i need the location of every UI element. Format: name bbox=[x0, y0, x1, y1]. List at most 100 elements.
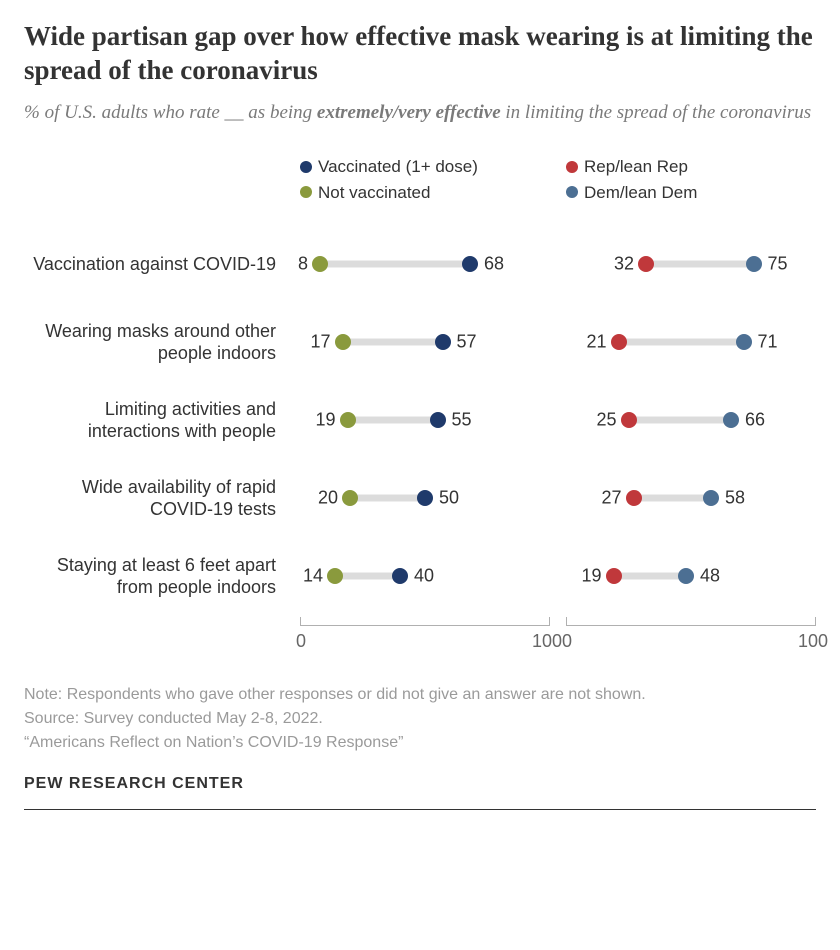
dot-track bbox=[619, 339, 744, 346]
note-line: Note: Respondents who gave other respons… bbox=[24, 683, 816, 707]
data-dot-high bbox=[430, 412, 446, 428]
value-label-low: 19 bbox=[315, 410, 335, 431]
dot-cell: 1757 bbox=[300, 303, 550, 381]
value-label-high: 48 bbox=[700, 566, 720, 587]
dot-track bbox=[343, 339, 443, 346]
legend-label: Rep/lean Rep bbox=[584, 154, 688, 180]
value-label-high: 50 bbox=[439, 488, 459, 509]
axis-tick bbox=[300, 617, 301, 625]
dot-cell: 21 71 bbox=[566, 303, 816, 381]
legend-label: Dem/lean Dem bbox=[584, 180, 697, 206]
legend-left: Vaccinated (1+ dose) Not vaccinated bbox=[300, 154, 550, 205]
value-label-high: 68 bbox=[484, 254, 504, 275]
data-dot-low bbox=[327, 568, 343, 584]
legend-row: Vaccinated (1+ dose) Not vaccinated Rep/… bbox=[24, 154, 816, 205]
dot-cell: 1948 bbox=[566, 537, 816, 615]
dot-track bbox=[348, 417, 438, 424]
data-dot-low bbox=[611, 334, 627, 350]
dot-cell: 2758 bbox=[566, 459, 816, 537]
brand-footer: PEW RESEARCH CENTER bbox=[24, 775, 816, 793]
axis-label-max: 100 bbox=[798, 631, 828, 652]
legend-right: Rep/lean Rep Dem/lean Dem bbox=[566, 154, 816, 205]
row-label: Staying at least 6 feet apart from peopl… bbox=[24, 537, 284, 615]
axis-line bbox=[300, 625, 550, 626]
value-label-low: 25 bbox=[596, 410, 616, 431]
value-label-low: 8 bbox=[298, 254, 308, 275]
legend-item-dem: Dem/lean Dem bbox=[566, 180, 816, 206]
value-label-high: 40 bbox=[414, 566, 434, 587]
value-label-low: 27 bbox=[601, 488, 621, 509]
subtitle-post: in limiting the spread of the coronaviru… bbox=[501, 102, 812, 123]
data-dot-low bbox=[606, 568, 622, 584]
dot-cell: 1955 bbox=[300, 381, 550, 459]
axis-right: 0 100 bbox=[566, 617, 816, 663]
dot-track bbox=[629, 417, 732, 424]
legend-label: Vaccinated (1+ dose) bbox=[318, 154, 478, 180]
legend-dot-dem bbox=[566, 186, 578, 198]
data-dot-high bbox=[417, 490, 433, 506]
axis-label-min: 0 bbox=[562, 631, 572, 652]
note-line: Source: Survey conducted May 2-8, 2022. bbox=[24, 707, 816, 731]
legend-dot-not-vaccinated bbox=[300, 186, 312, 198]
chart-note: Note: Respondents who gave other respons… bbox=[24, 683, 816, 755]
value-label-low: 14 bbox=[303, 566, 323, 587]
value-label-high: 75 bbox=[768, 254, 788, 275]
value-label-low: 20 bbox=[318, 488, 338, 509]
axis-tick bbox=[815, 617, 816, 625]
row-label: Vaccination against COVID-19 bbox=[24, 225, 284, 303]
data-dot-high bbox=[703, 490, 719, 506]
chart-subtitle: % of U.S. adults who rate __ as being ex… bbox=[24, 100, 816, 127]
data-dot-low bbox=[342, 490, 358, 506]
chart-title: Wide partisan gap over how effective mas… bbox=[24, 20, 816, 88]
data-dot-high bbox=[736, 334, 752, 350]
legend-label: Not vaccinated bbox=[318, 180, 430, 206]
axis-label-max: 100 bbox=[532, 631, 562, 652]
data-dot-low bbox=[335, 334, 351, 350]
dot-track bbox=[335, 573, 400, 580]
data-dot-high bbox=[435, 334, 451, 350]
value-label-high: 66 bbox=[745, 410, 765, 431]
dot-cell: 2050 bbox=[300, 459, 550, 537]
legend-item-rep: Rep/lean Rep bbox=[566, 154, 816, 180]
axis-label-min: 0 bbox=[296, 631, 306, 652]
dot-cell: 32 75 bbox=[566, 225, 816, 303]
dot-track bbox=[646, 261, 754, 268]
axis-tick bbox=[566, 617, 567, 625]
legend-item-not-vaccinated: Not vaccinated bbox=[300, 180, 550, 206]
value-label-low: 17 bbox=[310, 332, 330, 353]
value-label-high: 55 bbox=[452, 410, 472, 431]
dot-cell: 14 40 bbox=[300, 537, 550, 615]
subtitle-pre: % of U.S. adults who rate __ as being bbox=[24, 102, 317, 123]
value-label-low: 32 bbox=[614, 254, 634, 275]
dot-track bbox=[634, 495, 712, 502]
axis-tick bbox=[549, 617, 550, 625]
legend-dot-rep bbox=[566, 161, 578, 173]
dot-track bbox=[320, 261, 470, 268]
axis-left: 0 100 bbox=[300, 617, 550, 663]
data-dot-low bbox=[626, 490, 642, 506]
subtitle-bold: extremely/very effective bbox=[317, 102, 501, 123]
data-dot-low bbox=[638, 256, 654, 272]
value-label-high: 71 bbox=[758, 332, 778, 353]
legend-dot-vaccinated bbox=[300, 161, 312, 173]
note-line: “Americans Reflect on Nation’s COVID-19 … bbox=[24, 731, 816, 755]
value-label-high: 57 bbox=[457, 332, 477, 353]
data-dot-high bbox=[746, 256, 762, 272]
legend-item-vaccinated: Vaccinated (1+ dose) bbox=[300, 154, 550, 180]
data-dot-high bbox=[392, 568, 408, 584]
axis-row: 0 100 0 100 bbox=[24, 617, 816, 663]
data-dot-high bbox=[678, 568, 694, 584]
data-dot-low bbox=[340, 412, 356, 428]
value-label-low: 19 bbox=[581, 566, 601, 587]
data-dot-high bbox=[462, 256, 478, 272]
data-dot-high bbox=[723, 412, 739, 428]
row-label: Limiting activities and interactions wit… bbox=[24, 381, 284, 459]
dot-track bbox=[614, 573, 687, 580]
bottom-rule bbox=[24, 809, 816, 810]
row-label: Wearing masks around other people indoor… bbox=[24, 303, 284, 381]
data-dot-low bbox=[621, 412, 637, 428]
dot-cell: 8 68 bbox=[300, 225, 550, 303]
value-label-low: 21 bbox=[586, 332, 606, 353]
chart-rows: Vaccination against COVID-19 8 68 32 75 Weari… bbox=[24, 225, 816, 615]
dot-track bbox=[350, 495, 425, 502]
